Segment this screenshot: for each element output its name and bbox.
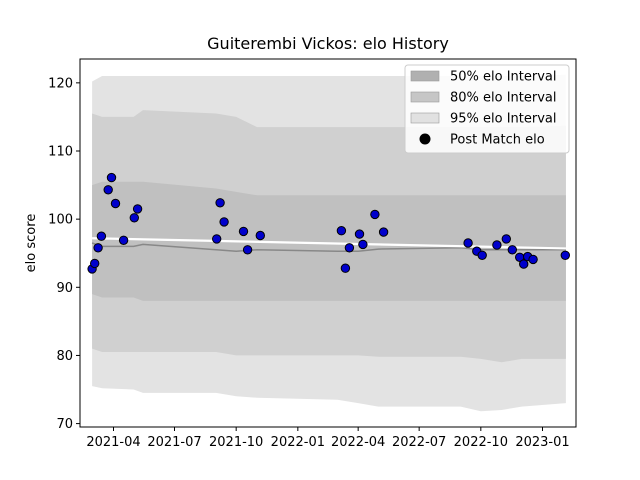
- x-tick-label: 2021-04: [86, 435, 140, 450]
- post-match-elo-point: [118, 235, 129, 246]
- y-tick-label: 90: [56, 281, 73, 296]
- legend-label: Post Match elo: [450, 133, 545, 148]
- legend: 50% elo Interval 80% elo Interval 95% elo …: [404, 64, 570, 154]
- post-match-elo-point: [340, 263, 351, 273]
- post-match-elo-point: [370, 209, 380, 220]
- legend-marker: [419, 133, 431, 145]
- x-tick-label: 2022-07: [392, 435, 446, 450]
- axes-frame: [79, 58, 577, 428]
- post-match-elo-point: [560, 250, 570, 261]
- post-match-elo-point: [255, 230, 265, 241]
- y-tick-label: 80: [56, 349, 73, 364]
- post-match-elo-point: [344, 243, 355, 253]
- x-tick-label: 2022-04: [331, 435, 385, 450]
- post-match-elo-point: [463, 238, 473, 248]
- post-match-elo-point: [90, 258, 100, 269]
- y-tick-label: 110: [48, 145, 73, 160]
- post-match-elo-point: [93, 243, 103, 253]
- post-match-elo-point: [96, 231, 107, 241]
- y-tick-label: 100: [48, 213, 73, 228]
- post-match-elo-point: [132, 204, 143, 214]
- legend-box: [404, 64, 570, 154]
- median-elo-line: [91, 242, 566, 252]
- post-match-elo-point: [336, 226, 347, 236]
- post-match-elo-point: [477, 250, 487, 261]
- axes: 70 80 90 100 110 120 2021-04 2021-07 2021-10 2022…: [48, 58, 577, 450]
- post-match-elo-point: [528, 254, 538, 265]
- post-match-elo-point: [106, 172, 117, 183]
- post-match-elo-point: [238, 226, 249, 237]
- legend-label: 80% elo Interval: [450, 91, 557, 106]
- y-tick-label: 120: [48, 76, 73, 91]
- y-axis-label: elo score: [24, 214, 39, 273]
- post-match-elo-point: [501, 234, 511, 244]
- legend-label: 95% elo Interval: [450, 112, 557, 127]
- post-match-elo-point: [507, 245, 517, 255]
- x-tick-label: 2021-10: [209, 435, 263, 450]
- x-tick-label: 2022-01: [271, 435, 325, 450]
- post-match-elo-point: [212, 234, 222, 244]
- legend-swatch: [410, 112, 440, 124]
- trend-line: [92, 237, 566, 250]
- legend-label: 50% elo Interval: [450, 70, 557, 85]
- legend-swatch: [410, 91, 440, 103]
- plot-area: [87, 74, 570, 412]
- post-match-elo-point: [215, 198, 225, 208]
- post-match-elo-point: [358, 239, 368, 250]
- legend-swatch: [410, 70, 440, 82]
- post-match-elo-point: [378, 227, 389, 237]
- x-tick-label: 2021-07: [147, 435, 201, 450]
- post-match-elo-point: [354, 229, 365, 239]
- post-match-elo-point: [242, 245, 253, 255]
- band-50-interval: [92, 181, 566, 301]
- chart-title: Guiterembi Vickos: elo History: [207, 34, 449, 53]
- post-match-elo-point: [219, 217, 229, 227]
- post-match-elo-point: [103, 185, 113, 195]
- y-tick-label: 70: [56, 417, 73, 432]
- x-tick-label: 2023-01: [515, 435, 569, 450]
- post-match-elo-point: [110, 198, 121, 209]
- post-match-elo-point: [129, 213, 140, 223]
- x-tick-label: 2022-10: [454, 435, 508, 450]
- post-match-elo-point: [519, 259, 529, 269]
- post-match-elo-point: [492, 240, 502, 250]
